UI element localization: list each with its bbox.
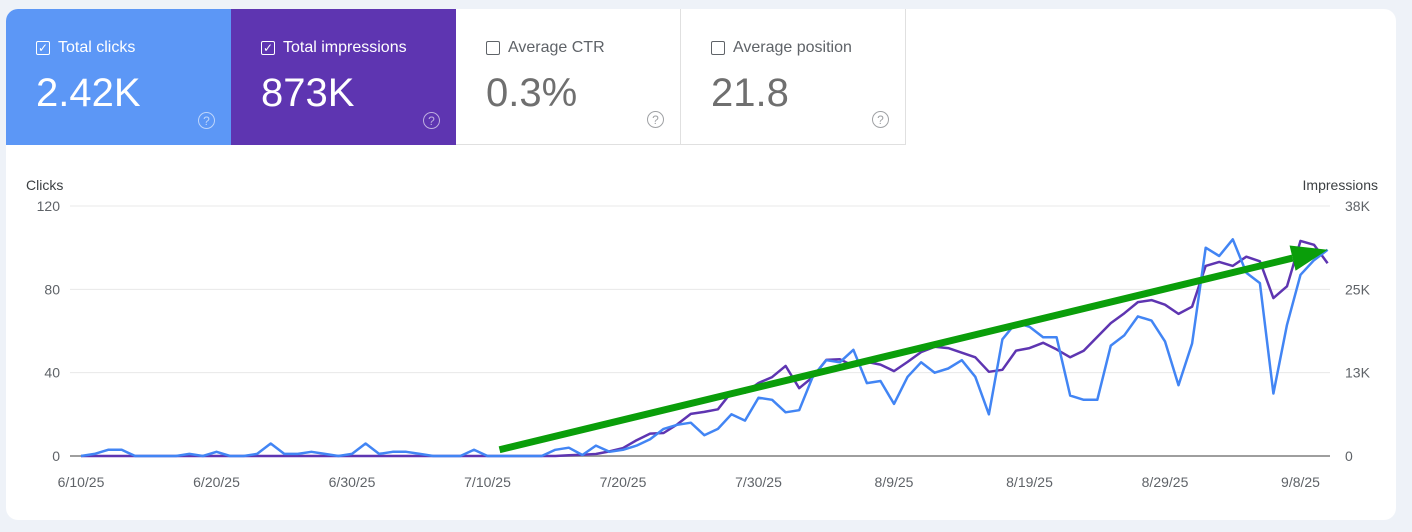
x-tick-label: 8/19/25: [1006, 474, 1053, 490]
x-tick-label: 7/30/25: [735, 474, 782, 490]
metric-label: Average position: [733, 39, 852, 56]
x-tick-label: 8/29/25: [1142, 474, 1189, 490]
trend-arrow-head: [1289, 245, 1328, 271]
metric-tile-total-impressions[interactable]: ✓ Total impressions 873K ?: [231, 9, 456, 145]
metric-label: Total clicks: [58, 39, 136, 56]
metric-tiles: ✓ Total clicks 2.42K ? ✓ Total impressions…: [6, 9, 906, 145]
checkbox-checked-icon[interactable]: ✓: [261, 41, 275, 55]
right-tick-label: 38K: [1345, 198, 1371, 214]
metric-label: Average CTR: [508, 39, 605, 56]
help-icon[interactable]: ?: [647, 111, 664, 128]
metric-value: 873K: [261, 71, 355, 115]
trend-arrow-shaft: [498, 254, 1294, 454]
left-tick-label: 80: [44, 281, 60, 297]
right-tick-label: 13K: [1345, 365, 1371, 381]
x-tick-label: 6/10/25: [58, 474, 105, 490]
x-tick-label: 8/9/25: [875, 474, 914, 490]
x-tick-label: 7/10/25: [464, 474, 511, 490]
help-icon[interactable]: ?: [198, 112, 215, 129]
x-tick-label: 9/8/25: [1281, 474, 1320, 490]
right-axis-title: Impressions: [1303, 177, 1378, 193]
checkbox-checked-icon[interactable]: ✓: [36, 41, 50, 55]
metric-label: Total impressions: [283, 39, 407, 56]
left-tick-label: 0: [52, 448, 60, 464]
metric-tile-average-position[interactable]: Average position 21.8 ?: [681, 9, 906, 145]
metric-value: 21.8: [711, 71, 789, 115]
left-tick-label: 120: [37, 198, 61, 214]
help-icon[interactable]: ?: [872, 111, 889, 128]
metric-value: 0.3%: [486, 71, 578, 115]
metric-value: 2.42K: [36, 71, 141, 115]
x-tick-label: 6/30/25: [329, 474, 376, 490]
right-tick-label: 25K: [1345, 281, 1371, 297]
series-line-impressions: [81, 239, 1329, 458]
checkbox-unchecked-icon[interactable]: [711, 41, 725, 55]
x-tick-label: 6/20/25: [193, 474, 240, 490]
right-tick-label: 0: [1345, 448, 1353, 464]
left-axis-title: Clicks: [26, 177, 63, 193]
help-icon[interactable]: ?: [423, 112, 440, 129]
x-tick-label: 7/20/25: [600, 474, 647, 490]
left-tick-label: 40: [44, 365, 60, 381]
checkbox-unchecked-icon[interactable]: [486, 41, 500, 55]
performance-card: ✓ Total clicks 2.42K ? ✓ Total impressions…: [6, 9, 1396, 520]
series-line-clicks: [80, 238, 1329, 458]
metric-tile-total-clicks[interactable]: ✓ Total clicks 2.42K ?: [6, 9, 231, 145]
metric-tile-average-ctr[interactable]: Average CTR 0.3% ?: [456, 9, 681, 145]
